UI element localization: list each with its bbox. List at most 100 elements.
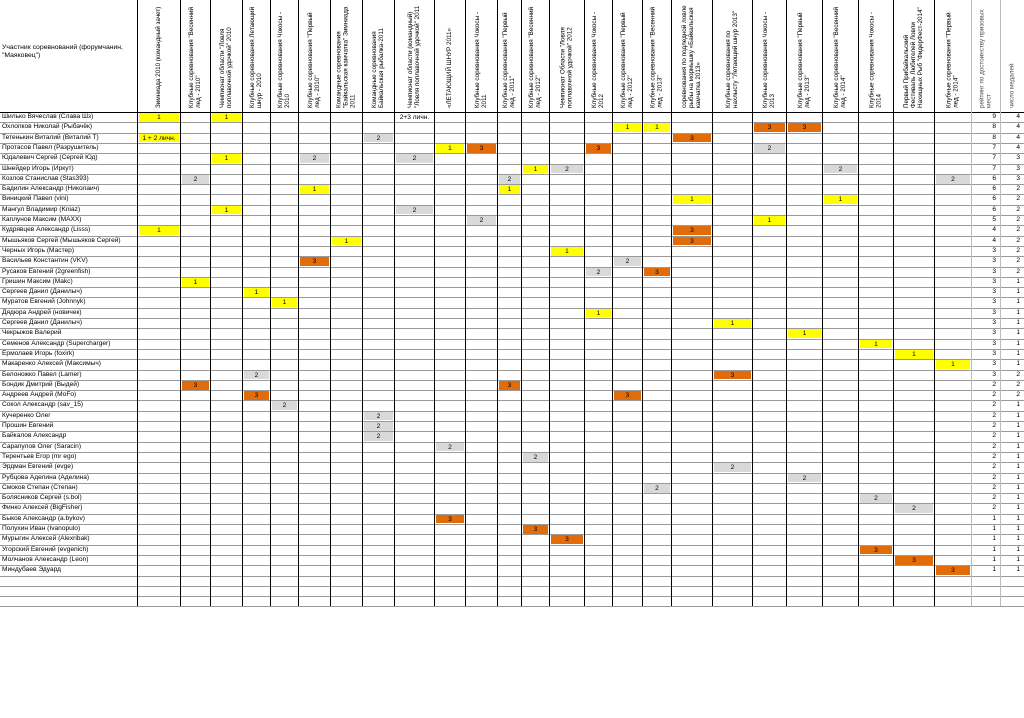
column-header: Клубные соревнования Чокосы - 2013 (762, 12, 776, 108)
row-line (0, 153, 1024, 155)
column-header: Клубные соревнования "Первый лед - 2012" (620, 12, 634, 108)
result-cell: 3 (673, 226, 711, 236)
result-cell: 3 (300, 257, 329, 266)
row-line (0, 524, 1024, 525)
result-cell: 1 (860, 339, 892, 349)
row-line (0, 276, 1024, 278)
row-line (0, 256, 1024, 258)
result-cell: 1 (754, 216, 785, 225)
row-line (0, 328, 1024, 330)
participant-name: Виницкий Павел (vini) (2, 195, 69, 203)
row-line (0, 184, 1024, 186)
medals: 1 (1016, 463, 1020, 471)
medals: 1 (1016, 535, 1020, 543)
medals: 1 (1016, 566, 1020, 574)
column-header: Клубные соревнования Чокосы - 2011 (474, 12, 488, 108)
result-cell: 2 (586, 267, 611, 277)
medals: 1 (1016, 473, 1020, 481)
result-cell: 1 (212, 205, 241, 215)
column-header: Клубные соревнования Чокосы - 2012 (591, 12, 605, 108)
rating: 3 (992, 370, 996, 378)
participant-name: Кудрявцев Александр (Lisss) (2, 226, 91, 234)
column-header: Зимниада 2010 (командный зачет) (155, 6, 162, 108)
column-line (858, 0, 859, 607)
medals: 1 (1016, 329, 1020, 337)
row-line (0, 421, 1024, 422)
participant-name: Васильев Константин (VKV) (2, 257, 88, 265)
rating: 6 (992, 205, 996, 213)
rating: 1 (992, 555, 996, 563)
row-line (0, 132, 1024, 134)
result-cell: 3 (754, 123, 785, 133)
participant-name: Мангул Владимир (Kniaz) (2, 205, 81, 213)
row-line (0, 379, 1024, 381)
column-header: Клубные соревнования Чокосы - 2014 (868, 12, 883, 108)
row-line (0, 215, 1024, 216)
medals: 4 (1016, 113, 1020, 120)
participant-name: Сергеев Данил (Данилыч) (2, 288, 83, 296)
medals: 2 (1016, 216, 1020, 223)
row-line (0, 142, 1024, 144)
row-line (0, 204, 1024, 206)
result-cell: 1 (212, 154, 241, 163)
rating: 2 (992, 401, 996, 409)
result-cell: 3 (673, 236, 711, 246)
row-line (0, 513, 1024, 515)
rating: 2 (992, 473, 996, 481)
result-cell: 2 (467, 216, 496, 225)
medals: 2 (1016, 236, 1020, 244)
participant-name: Полухин Иван (Ivanopulo) (2, 525, 81, 532)
medals: 1 (1016, 504, 1020, 512)
rating: 1 (992, 545, 996, 553)
rating: 3 (992, 329, 996, 337)
participant-name: Андреев Андрей (MoFo) (2, 391, 77, 399)
column-header: Командные соревнования "Байкальская камч… (335, 6, 357, 108)
result-cell: 1 (300, 185, 329, 194)
rating: 2 (992, 432, 996, 440)
column-line (330, 0, 331, 607)
column-line (584, 0, 585, 607)
result-cell: 1 (614, 123, 641, 133)
participant-name: Мышьяков Сергей (Мышьяков Сергей) (2, 236, 121, 244)
medals: 1 (1016, 432, 1020, 440)
row-line (0, 297, 1024, 299)
medals: 1 (1016, 483, 1020, 491)
column-line (934, 0, 935, 607)
rating: 3 (992, 349, 996, 357)
result-cell: 2 (182, 174, 209, 184)
rating: 3 (992, 267, 996, 275)
medals: 1 (1016, 319, 1020, 326)
column-line (210, 0, 211, 607)
rating: 2 (992, 442, 996, 450)
medals: 1 (1016, 422, 1020, 429)
column-header: Первый Прибайкальский Фестиваль Любителе… (903, 7, 924, 108)
column-header: Клубные соревнования "Весенний лед - 201… (188, 7, 202, 108)
row-line (0, 431, 1024, 433)
result-cell: 2 (936, 174, 970, 184)
row-line (0, 287, 1024, 289)
result-cell: 3 (499, 380, 520, 390)
column-line (822, 0, 823, 607)
rating: 6 (992, 185, 996, 193)
row-line (0, 266, 1024, 268)
row-line (0, 596, 1024, 598)
participant-name: Бондик Дмитрий (Выдей) (2, 380, 80, 388)
result-cell: 2 (396, 154, 433, 163)
participant-name: Козлов Станислав (Stas393) (2, 174, 89, 182)
result-cell: 1 (499, 185, 520, 194)
row-line (0, 441, 1024, 443)
column-line (612, 0, 613, 607)
rating: 8 (992, 133, 996, 141)
column-header: Чемпионат области "Ловля поплавочной удо… (219, 27, 233, 108)
row-line (0, 585, 1024, 587)
participant-name: Шилько Вячеслав (Слава Шз) (2, 113, 94, 120)
medals: 2 (1016, 226, 1020, 234)
result-cell: 1 (244, 288, 269, 297)
medals: 2 (1016, 370, 1020, 378)
rating: 1 (992, 525, 996, 532)
rating: 1 (992, 566, 996, 574)
column-header: Клубные соревнования "Первый лед - 2014" (945, 12, 960, 108)
row-line (0, 318, 1024, 319)
row-line (0, 163, 1024, 165)
rating: 2 (992, 452, 996, 460)
